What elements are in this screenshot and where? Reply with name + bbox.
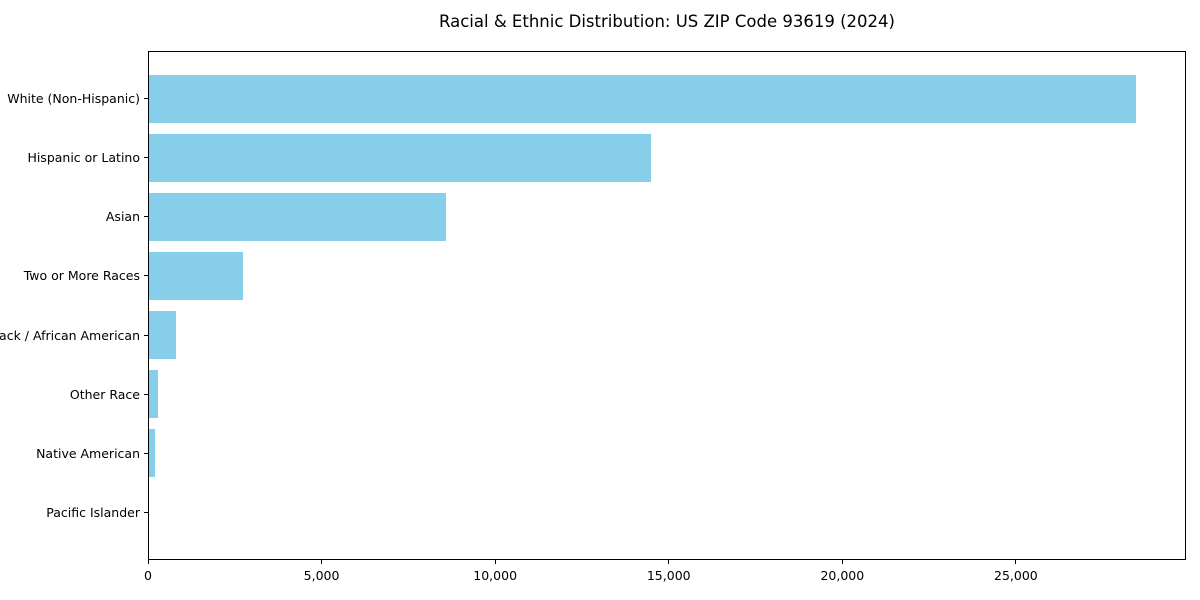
x-tick-label: 0 bbox=[144, 568, 152, 583]
y-tick-row: Pacific Islander bbox=[0, 483, 148, 542]
bar-row bbox=[149, 424, 1185, 483]
y-tick-mark bbox=[144, 98, 148, 100]
x-tick-mark bbox=[841, 560, 843, 564]
x-tick-mark bbox=[147, 560, 149, 564]
bar-row bbox=[149, 483, 1185, 542]
x-tick-label: 25,000 bbox=[994, 568, 1038, 583]
bar-row bbox=[149, 306, 1185, 365]
bar bbox=[149, 311, 177, 360]
y-tick-label: Black / African American bbox=[0, 327, 140, 343]
bar-row bbox=[149, 187, 1185, 246]
bar-row bbox=[149, 365, 1185, 424]
y-tick-mark bbox=[144, 511, 148, 513]
bar bbox=[149, 251, 244, 300]
bar bbox=[149, 370, 159, 419]
y-tick-mark bbox=[144, 216, 148, 218]
y-tick-label: Native American bbox=[36, 445, 140, 461]
y-tick-mark bbox=[144, 275, 148, 277]
bar-row bbox=[149, 69, 1185, 128]
y-tick-row: Asian bbox=[0, 187, 148, 246]
y-tick-row: Two or More Races bbox=[0, 246, 148, 305]
y-tick-mark bbox=[144, 157, 148, 159]
y-axis: White (Non-Hispanic) Hispanic or Latino As… bbox=[0, 52, 148, 559]
y-tick-label: Asian bbox=[105, 209, 140, 225]
bar-row bbox=[149, 128, 1185, 187]
chart-title: Racial & Ethnic Distribution: US ZIP Cod… bbox=[439, 12, 895, 31]
y-tick-row: Native American bbox=[0, 424, 148, 483]
bar-row bbox=[149, 246, 1185, 305]
x-tick-label: 10,000 bbox=[473, 568, 518, 583]
bar bbox=[149, 192, 446, 241]
y-tick-row: Other Race bbox=[0, 365, 148, 424]
y-tick-row: Hispanic or Latino bbox=[0, 128, 148, 187]
x-tick-label: 20,000 bbox=[820, 568, 865, 583]
y-tick-row: Black / African American bbox=[0, 306, 148, 365]
bar bbox=[149, 74, 1137, 123]
x-tick-mark bbox=[494, 560, 496, 564]
x-tick-label: 15,000 bbox=[646, 568, 691, 583]
bar bbox=[149, 133, 652, 182]
y-tick-mark bbox=[144, 452, 148, 454]
y-tick-label: Two or More Races bbox=[23, 268, 140, 284]
y-tick-mark bbox=[144, 334, 148, 336]
y-tick-mark bbox=[144, 393, 148, 395]
bars-container bbox=[149, 52, 1185, 559]
y-tick-label: Pacific Islander bbox=[46, 504, 140, 520]
y-tick-label: Other Race bbox=[69, 386, 140, 402]
y-tick-label: Hispanic or Latino bbox=[27, 150, 140, 166]
y-tick-label: White (Non-Hispanic) bbox=[7, 91, 140, 107]
x-axis: 0 5,000 10,000 15,000 20,000 25,000 bbox=[144, 560, 1186, 592]
x-tick-label: 5,000 bbox=[303, 568, 340, 583]
bar bbox=[149, 429, 156, 478]
x-tick-mark bbox=[1015, 560, 1017, 564]
x-tick-mark bbox=[668, 560, 670, 564]
plot-area bbox=[148, 51, 1186, 560]
x-tick-mark bbox=[321, 560, 323, 564]
y-tick-row: White (Non-Hispanic) bbox=[0, 69, 148, 128]
